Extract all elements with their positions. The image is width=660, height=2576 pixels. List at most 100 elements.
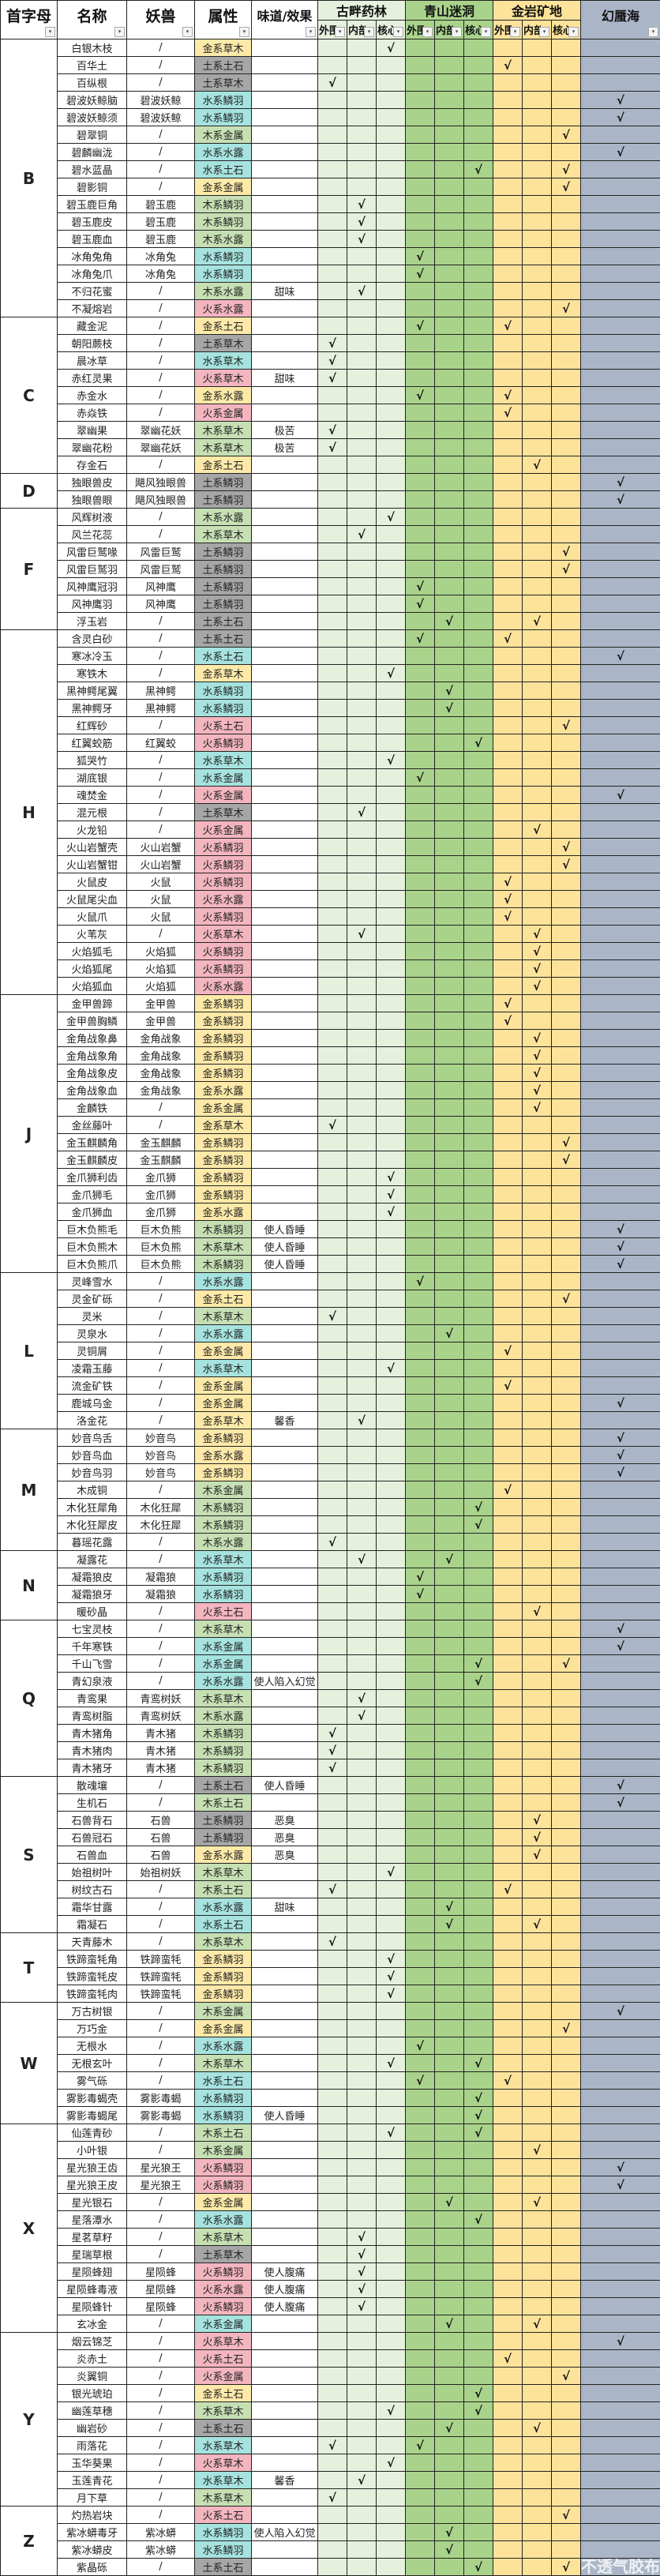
location-cell [406,161,435,178]
filter-dropdown-icon[interactable]: ▾ [481,27,491,37]
location-cell [347,2194,377,2211]
location-cell [377,2003,406,2020]
location-cell [406,1342,435,1360]
location-cell [318,1447,347,1464]
name-cell: 黑神鳄尾翼 [58,682,127,700]
filter-dropdown-icon[interactable]: ▾ [239,27,249,37]
location-cell: √ [552,1655,581,1673]
table-row: 雾气砾/水系土石√√ [1,2072,660,2090]
check-mark-icon: √ [504,406,512,420]
name-cell: 七宝灵枝 [58,1620,127,1638]
check-mark-icon: √ [358,232,366,246]
location-cell [347,317,377,335]
location-cell [493,1985,523,2003]
table-row: 金角战象血金角战象金系水露√ [1,1082,660,1099]
location-cell: √ [377,2402,406,2420]
location-cell [464,1290,493,1308]
location-cell: √ [493,1481,523,1499]
location-cell [493,1690,523,1707]
table-row: 月下草/木系草木√ [1,2489,660,2507]
location-cell [464,1725,493,1742]
table-row: 碧波妖鲸脑碧波妖鲸水系鳞羽√ [1,92,660,109]
location-cell [435,283,464,300]
location-cell [377,1881,406,1898]
taste-cell [252,978,318,995]
location-cell [347,335,377,352]
filter-dropdown-icon[interactable]: ▾ [452,27,462,37]
location-cell [377,839,406,856]
filter-dropdown-icon[interactable]: ▾ [539,27,549,37]
location-cell [581,2385,660,2402]
location-cell [581,2541,660,2559]
location-cell: √ [552,543,581,561]
table-row: 铁蹄蛮牦肉铁蹄蛮牦金系鳞羽√ [1,1985,660,2003]
location-cell [435,2176,464,2194]
table-row: 金玉麒麟角金玉麒麟金系鳞羽√ [1,1134,660,1151]
attr-cell: 木系土石 [195,1794,252,1812]
location-cell [377,2246,406,2263]
location-cell: √ [318,1308,347,1325]
check-mark-icon: √ [617,1240,624,1254]
location-cell [377,1655,406,1673]
location-cell [347,1812,377,1829]
taste-cell [252,1134,318,1151]
filter-dropdown-icon[interactable]: ▾ [335,27,345,37]
filter-dropdown-icon[interactable]: ▾ [306,27,316,37]
name-cell: 散魂壤 [58,1777,127,1794]
location-cell [318,2211,347,2229]
location-cell [552,2003,581,2020]
filter-dropdown-icon[interactable]: ▾ [364,27,374,37]
attr-cell: 火系鳞羽 [195,839,252,856]
location-cell [581,926,660,943]
location-cell [406,873,435,891]
beast-cell: 紫冰蟒 [127,2541,195,2559]
check-mark-icon: √ [358,1553,366,1567]
attr-cell: 木系鳞羽 [195,213,252,231]
filter-dropdown-icon[interactable]: ▾ [114,27,125,37]
location-cell [318,387,347,404]
check-mark-icon: √ [617,1778,624,1793]
filter-dropdown-icon[interactable]: ▾ [45,27,55,37]
attr-cell: 火系鳞羽 [195,2263,252,2281]
attr-cell: 金系土石 [195,2385,252,2402]
check-mark-icon: √ [562,302,570,316]
location-cell [435,804,464,821]
location-cell [464,1985,493,2003]
location-cell [377,491,406,509]
name-cell: 星落潭水 [58,2211,127,2229]
location-cell [406,2194,435,2211]
filter-dropdown-icon[interactable]: ▾ [422,27,433,37]
location-cell [552,1012,581,1030]
filter-dropdown-icon[interactable]: ▾ [648,27,658,37]
location-cell [435,1290,464,1308]
location-cell: √ [464,1499,493,1516]
beast-cell: / [127,2472,195,2489]
location-cell [581,1968,660,1985]
name-cell: 月下草 [58,2489,127,2507]
location-cell [581,370,660,387]
filter-dropdown-icon[interactable]: ▾ [510,27,520,37]
location-cell [523,370,552,387]
location-cell [523,2559,552,2576]
location-cell [406,144,435,161]
taste-cell [252,1638,318,1655]
location-cell [377,2541,406,2559]
check-mark-icon: √ [387,1987,395,2001]
location-cell [318,456,347,474]
check-mark-icon: √ [387,667,395,681]
letter-group-cell: L [1,1273,58,1429]
filter-dropdown-icon[interactable]: ▾ [393,27,403,37]
location-cell [435,1151,464,1169]
filter-dropdown-icon[interactable]: ▾ [568,27,579,37]
location-cell [493,2437,523,2454]
location-cell [347,2090,377,2107]
location-cell [377,2020,406,2037]
attr-cell: 金系草木 [195,665,252,682]
filter-dropdown-icon[interactable]: ▾ [182,27,193,37]
location-cell [464,2437,493,2454]
table-row: 万巧金/金系金属√ [1,2020,660,2037]
location-cell [523,2072,552,2090]
location-cell: √ [523,1916,552,1933]
attr-cell: 金系鳞羽 [195,1151,252,1169]
location-cell [523,265,552,283]
